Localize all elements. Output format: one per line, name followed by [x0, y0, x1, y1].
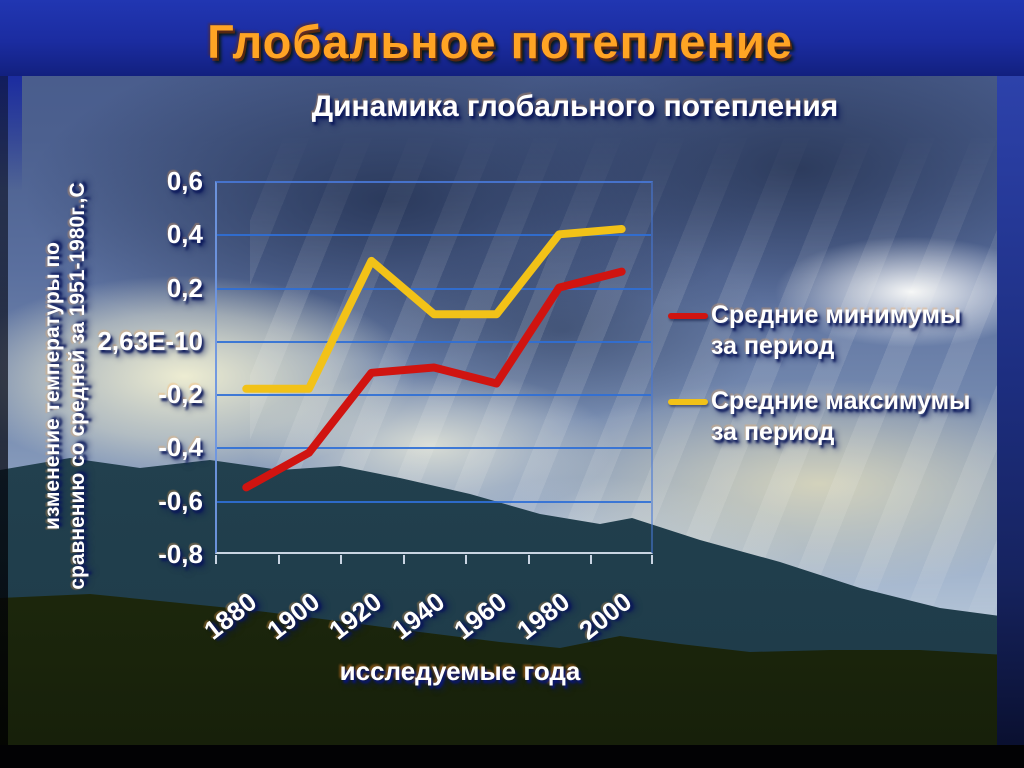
- x-axis-tick: [403, 555, 405, 564]
- y-tick-label: -0,6: [158, 486, 203, 516]
- gridline-neg-0-6: [217, 501, 651, 503]
- legend-label-line1: Средние максимумы: [711, 387, 971, 415]
- legend-swatch-red-line: [668, 313, 708, 319]
- gridline-0-0: [217, 341, 651, 343]
- y-axis-title: изменение температуры по сравнению со ср…: [40, 151, 92, 621]
- legend-label: Средние максимумы за период: [711, 386, 971, 448]
- legend-label-line2: за период: [711, 418, 835, 446]
- legend-label-line1: Средние минимумы: [711, 301, 962, 329]
- gridline-0-4: [217, 234, 651, 236]
- gridline-0-2: [217, 288, 651, 290]
- chart-title: Динамика глобального потепления: [311, 90, 839, 123]
- legend-label: Средние минимумы за период: [711, 300, 961, 362]
- y-tick-label: 2,63E-10: [97, 326, 203, 356]
- x-axis-title: исследуемые года: [339, 656, 581, 686]
- chart-legend: Средние минимумы за период Средние макси…: [668, 300, 1024, 472]
- y-axis-title-line1: изменение температуры по: [41, 242, 64, 530]
- y-tick-label: -0,8: [158, 539, 203, 569]
- legend-item-maximums: Средние максимумы за период: [668, 386, 1024, 448]
- x-axis-tick: [278, 555, 280, 564]
- slide-title: Глобальное потепление: [207, 15, 793, 68]
- x-axis-tick: [215, 555, 217, 564]
- y-axis-labels: 0,6 0,4 0,2 2,63E-10 -0,2 -0,4 -0,6 -0,8: [55, 167, 203, 568]
- x-axis-tick: [465, 555, 467, 564]
- title-band: [0, 0, 1024, 76]
- x-axis-tick: [340, 555, 342, 564]
- chart-lines: [242, 225, 626, 492]
- y-tick-label: 0,4: [166, 219, 203, 249]
- legend-item-minimums: Средние минимумы за период: [668, 300, 1024, 362]
- plot-area: [215, 181, 653, 564]
- legend-label-line2: за период: [711, 332, 835, 360]
- legend-swatch-yellow-line: [668, 399, 708, 405]
- x-axis-tick: [651, 555, 653, 564]
- gridline-neg-0-2: [217, 394, 651, 396]
- left-dark-edge: [0, 76, 8, 768]
- y-tick-label: 0,2: [166, 273, 203, 303]
- gridline-neg-0-4: [217, 447, 651, 449]
- x-axis-tick: [528, 555, 530, 564]
- bottom-black-band: [0, 745, 1024, 768]
- y-tick-label: 0,6: [166, 166, 203, 196]
- y-tick-label: -0,2: [158, 379, 203, 409]
- y-axis-title-line2: сравнению со средней за 1951-1980г.,С: [66, 182, 89, 590]
- series-line-minimums: [242, 267, 626, 492]
- series-line-maximums: [242, 225, 626, 393]
- right-border-strip: [997, 76, 1024, 745]
- y-tick-label: -0,4: [158, 432, 203, 462]
- x-axis-tick: [590, 555, 592, 564]
